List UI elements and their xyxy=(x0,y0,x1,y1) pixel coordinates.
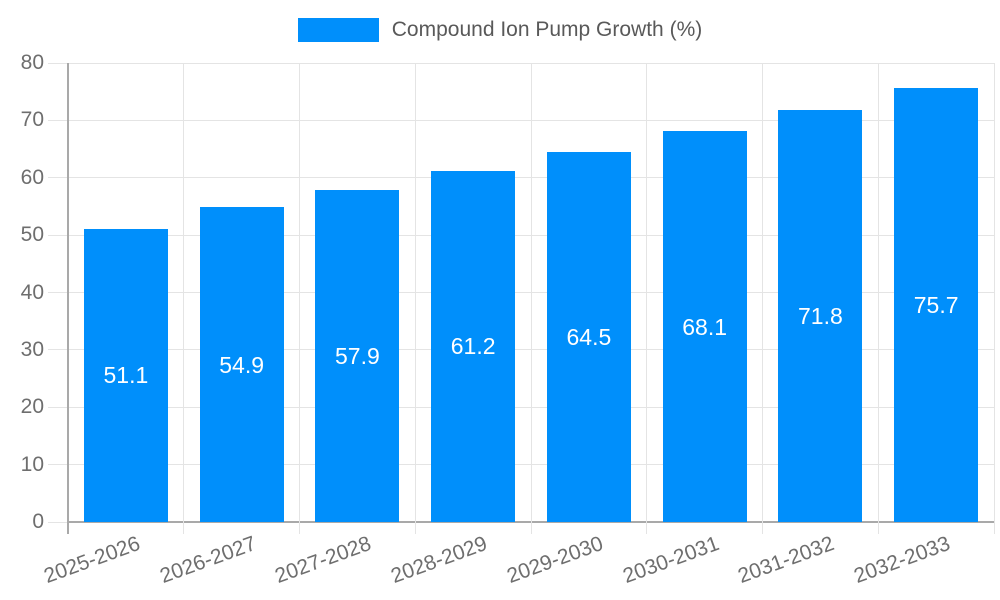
y-tick-label: 80 xyxy=(20,51,44,74)
bar-value-label: 64.5 xyxy=(566,323,612,350)
y-tick-label: 70 xyxy=(20,108,44,132)
gridline-horizontal xyxy=(48,177,994,179)
gridline-vertical xyxy=(530,63,532,534)
bar xyxy=(83,228,168,522)
bar xyxy=(894,87,979,522)
gridline-vertical xyxy=(183,63,185,534)
legend-label: Compound Ion Pump Growth (%) xyxy=(391,18,703,41)
bar-value-label: 54.9 xyxy=(219,351,264,378)
y-tick-mark xyxy=(48,521,68,523)
bar xyxy=(431,170,516,522)
bar xyxy=(315,189,400,522)
bar-value-label: 57.9 xyxy=(334,342,380,369)
gridline-horizontal xyxy=(48,234,994,236)
bar-value-label: 51.1 xyxy=(103,362,149,389)
legend-swatch-icon xyxy=(297,18,379,42)
bar-value-label: 75.7 xyxy=(913,291,959,318)
gridline-horizontal xyxy=(48,119,994,121)
bar-value-label: 61.2 xyxy=(450,333,496,360)
gridline-vertical xyxy=(877,63,879,534)
bar-value-label: 71.8 xyxy=(797,303,843,330)
gridline-vertical xyxy=(414,63,416,534)
gridline-vertical xyxy=(762,63,763,534)
y-tick-label: 40 xyxy=(20,280,44,304)
y-tick-label: 10 xyxy=(20,452,44,476)
chart-legend: Compound Ion Pump Growth (%) xyxy=(0,18,1000,42)
y-tick-label: 60 xyxy=(20,165,44,189)
gridline-vertical xyxy=(646,63,648,534)
y-axis-line xyxy=(67,63,69,534)
y-tick-label: 50 xyxy=(20,223,44,247)
gridline-horizontal xyxy=(48,292,994,293)
legend-item[interactable]: Compound Ion Pump Growth (%) xyxy=(297,18,703,42)
gridline-horizontal xyxy=(48,349,994,351)
y-tick-label: 30 xyxy=(20,337,44,361)
bar-value-label: 68.1 xyxy=(682,313,727,340)
bar xyxy=(778,110,863,522)
bar xyxy=(199,207,284,522)
bar xyxy=(662,131,747,522)
gridline-horizontal xyxy=(48,62,994,64)
y-tick-label: 20 xyxy=(20,395,44,419)
bar xyxy=(546,151,631,522)
gridline-vertical xyxy=(299,63,300,534)
gridline-vertical xyxy=(993,63,995,534)
y-tick-label: 0 xyxy=(32,510,44,533)
gridline-horizontal xyxy=(48,406,994,408)
gridline-horizontal xyxy=(48,464,994,466)
